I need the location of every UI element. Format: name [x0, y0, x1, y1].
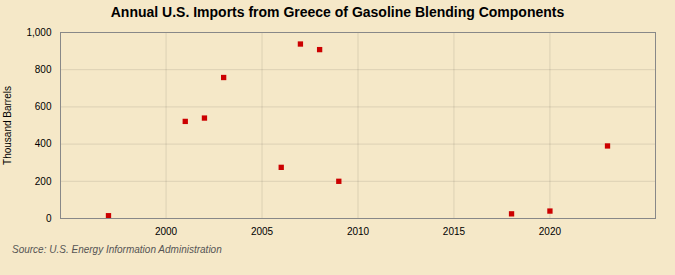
svg-text:600: 600 [35, 101, 52, 112]
svg-text:2020: 2020 [539, 226, 562, 237]
svg-text:2015: 2015 [443, 226, 466, 237]
svg-text:Thousand Barrels: Thousand Barrels [2, 86, 13, 165]
html-text:Source: U.S. Energy Informatio: Source: U.S. Energy Information Administ… [12, 244, 222, 255]
svg-text:200: 200 [35, 176, 52, 187]
svg-text:0: 0 [46, 213, 52, 224]
svg-text:2010: 2010 [347, 226, 370, 237]
svg-text:400: 400 [35, 138, 52, 149]
html-text:Annual U.S. Imports from Greec: Annual U.S. Imports from Greece of Gasol… [110, 4, 565, 20]
svg-text:1,000: 1,000 [26, 27, 51, 38]
svg-text:2005: 2005 [251, 226, 274, 237]
svg-text:2000: 2000 [155, 226, 178, 237]
svg-text:800: 800 [35, 64, 52, 75]
